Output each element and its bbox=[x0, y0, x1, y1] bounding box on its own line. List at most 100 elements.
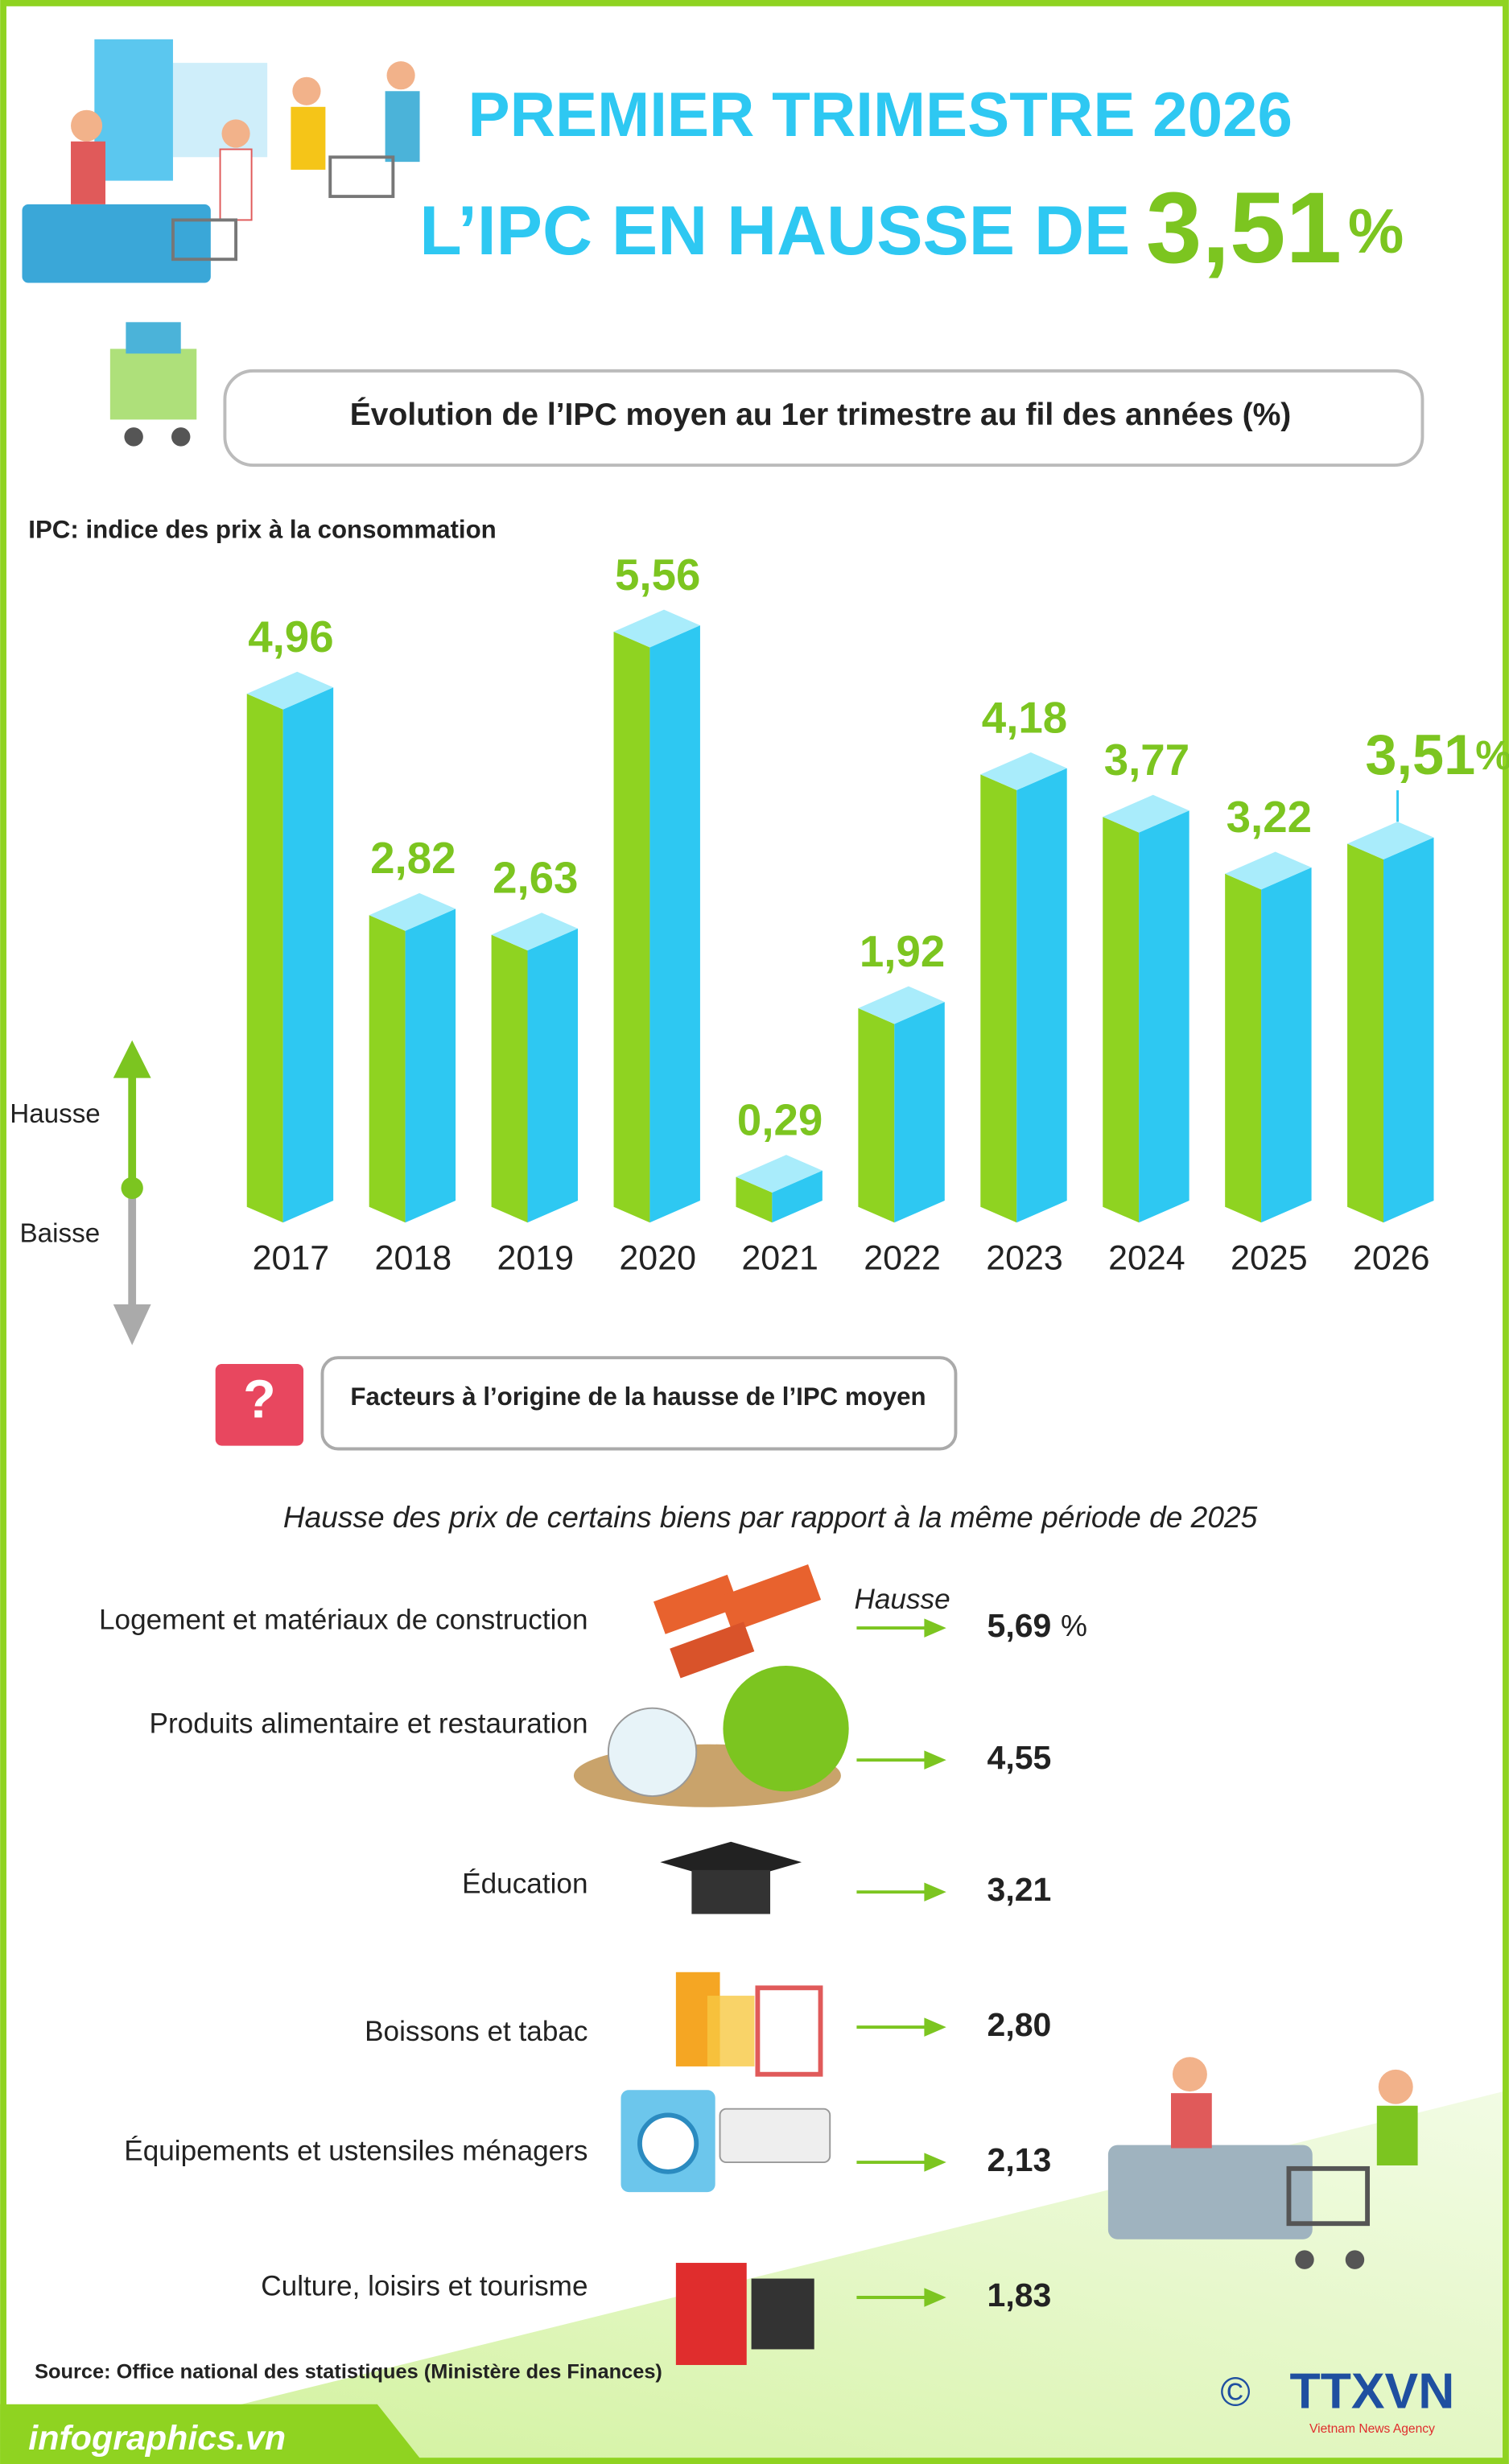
value-label: 2,82 bbox=[370, 834, 456, 883]
bar-front bbox=[369, 915, 406, 1223]
headline-unit: % bbox=[1348, 196, 1404, 266]
svg-text:?: ? bbox=[243, 1370, 276, 1429]
bar-front bbox=[1347, 843, 1384, 1223]
x-tick-label: 2020 bbox=[619, 1238, 696, 1277]
bar-chart: 2017 4,96 2018 2,82 2019 2,63 2020 5,56 2021 0,29… bbox=[246, 550, 1509, 1277]
item-value-number: 2,13 bbox=[987, 2141, 1052, 2178]
x-tick-label: 2018 bbox=[375, 1238, 452, 1277]
bar-top bbox=[369, 892, 456, 931]
item-arrow-head bbox=[924, 2017, 946, 2037]
bar-front bbox=[491, 934, 528, 1223]
bar bbox=[369, 892, 456, 1223]
bar-side bbox=[1261, 867, 1312, 1223]
item-arrow-head bbox=[924, 1750, 946, 1770]
x-tick-label: 2021 bbox=[741, 1238, 818, 1277]
question-icon: ? bbox=[215, 1364, 304, 1446]
x-tick-label: 2019 bbox=[497, 1238, 574, 1277]
factors-subtitle: Hausse des prix de certains biens par ra… bbox=[283, 1500, 1258, 1534]
chart-title: Évolution de l’IPC moyen au 1er trimestr… bbox=[350, 397, 1292, 432]
value-label: 1,92 bbox=[860, 927, 945, 976]
x-tick-label: 2023 bbox=[986, 1238, 1063, 1277]
value-label: 3,51% bbox=[1365, 723, 1509, 786]
bar-side bbox=[894, 1002, 945, 1223]
bar-side bbox=[1383, 837, 1434, 1223]
value-label: 2,63 bbox=[493, 854, 578, 903]
bar-side bbox=[1016, 768, 1067, 1223]
item-label: Culture, loisirs et tourisme bbox=[261, 2271, 588, 2302]
bar-top bbox=[246, 671, 334, 710]
cart-icon bbox=[109, 322, 197, 447]
value-label-unit: % bbox=[1475, 732, 1509, 778]
bar-front bbox=[858, 1007, 895, 1223]
title-line1: PREMIER TRIMESTRE 2026 bbox=[468, 79, 1293, 150]
title-text: L’IPC EN HAUSSE DE bbox=[419, 192, 1130, 270]
item-label: Équipements et ustensiles ménagers bbox=[124, 2136, 588, 2167]
site: infographics.vn bbox=[28, 2419, 286, 2458]
light-beam bbox=[0, 2090, 1509, 2464]
bar-top bbox=[1103, 794, 1189, 833]
up-label: Hausse bbox=[10, 1099, 101, 1129]
value-label: 4,18 bbox=[982, 693, 1067, 742]
bar-front bbox=[246, 694, 283, 1223]
bar bbox=[1103, 794, 1189, 1223]
bar bbox=[980, 752, 1067, 1223]
agency: TTXVN bbox=[1290, 2363, 1455, 2420]
bar-front bbox=[613, 631, 650, 1223]
bar bbox=[491, 913, 579, 1223]
x-tick-label: 2017 bbox=[253, 1238, 330, 1277]
value-label: 3,77 bbox=[1104, 735, 1189, 785]
value-label-number: 3,51 bbox=[1365, 723, 1475, 786]
factor-list: Logement et matériaux de construction 5,6… bbox=[99, 1605, 1087, 2314]
arrow-label: Hausse bbox=[854, 1584, 950, 1615]
item-value-unit: % bbox=[1061, 1609, 1087, 1642]
bar-top bbox=[1347, 822, 1434, 860]
item-arrow-head bbox=[924, 1618, 946, 1638]
item-value-number: 3,21 bbox=[987, 1871, 1052, 1908]
bar-top bbox=[736, 1155, 823, 1193]
headline-value: 3,51 bbox=[1146, 172, 1342, 284]
bar-top bbox=[613, 609, 700, 648]
item-value-number: 2,80 bbox=[987, 2006, 1052, 2043]
bar bbox=[613, 609, 700, 1223]
value-label: 0,29 bbox=[737, 1096, 823, 1145]
item-arrow-head bbox=[924, 2153, 946, 2172]
item-label: Boissons et tabac bbox=[365, 2016, 588, 2047]
bar-side bbox=[649, 625, 700, 1223]
item-value: 3,21 bbox=[987, 1871, 1052, 1908]
value-label: 5,56 bbox=[615, 550, 700, 600]
item-value-number: 1,83 bbox=[987, 2277, 1052, 2314]
x-tick-label: 2024 bbox=[1108, 1238, 1185, 1277]
bar bbox=[246, 671, 334, 1223]
bar-front bbox=[1225, 873, 1262, 1223]
x-tick-label: 2025 bbox=[1231, 1238, 1308, 1277]
down-label: Baisse bbox=[20, 1219, 101, 1249]
factors-title: Facteurs à l’origine de la hausse de l’I… bbox=[350, 1382, 926, 1411]
bar-front bbox=[1103, 817, 1140, 1223]
item-value: 2,13 bbox=[987, 2141, 1052, 2178]
item-label: Produits alimentaire et restauration bbox=[150, 1708, 588, 1739]
item-value: 2,80 bbox=[987, 2006, 1052, 2043]
bar-top bbox=[980, 752, 1067, 790]
item-value-number: 5,69 bbox=[987, 1607, 1052, 1644]
item-value-number: 4,55 bbox=[987, 1739, 1052, 1776]
item-value: 1,83 bbox=[987, 2277, 1052, 2314]
source: Source: Office national des statistiques… bbox=[35, 2360, 662, 2383]
bar bbox=[1347, 822, 1434, 1223]
checkout-illustration bbox=[1107, 2057, 1418, 2269]
item-arrow-head bbox=[924, 1882, 946, 1902]
x-tick-label: 2022 bbox=[864, 1238, 941, 1277]
bar-front bbox=[980, 774, 1017, 1223]
item-value: 5,69% bbox=[987, 1607, 1088, 1644]
bar-top bbox=[858, 986, 945, 1024]
factors-title-box bbox=[320, 1356, 958, 1451]
item-value: 4,55 bbox=[987, 1739, 1052, 1776]
chart-title-box bbox=[223, 369, 1424, 467]
bar-side bbox=[527, 928, 579, 1223]
title-line2: L’IPC EN HAUSSE DE 3,51% bbox=[419, 172, 1404, 284]
item-label: Logement et matériaux de construction bbox=[99, 1605, 588, 1636]
bar-side bbox=[772, 1170, 823, 1223]
agency-sub: Vietnam News Agency bbox=[1309, 2422, 1435, 2436]
x-tick-label: 2026 bbox=[1353, 1238, 1430, 1277]
